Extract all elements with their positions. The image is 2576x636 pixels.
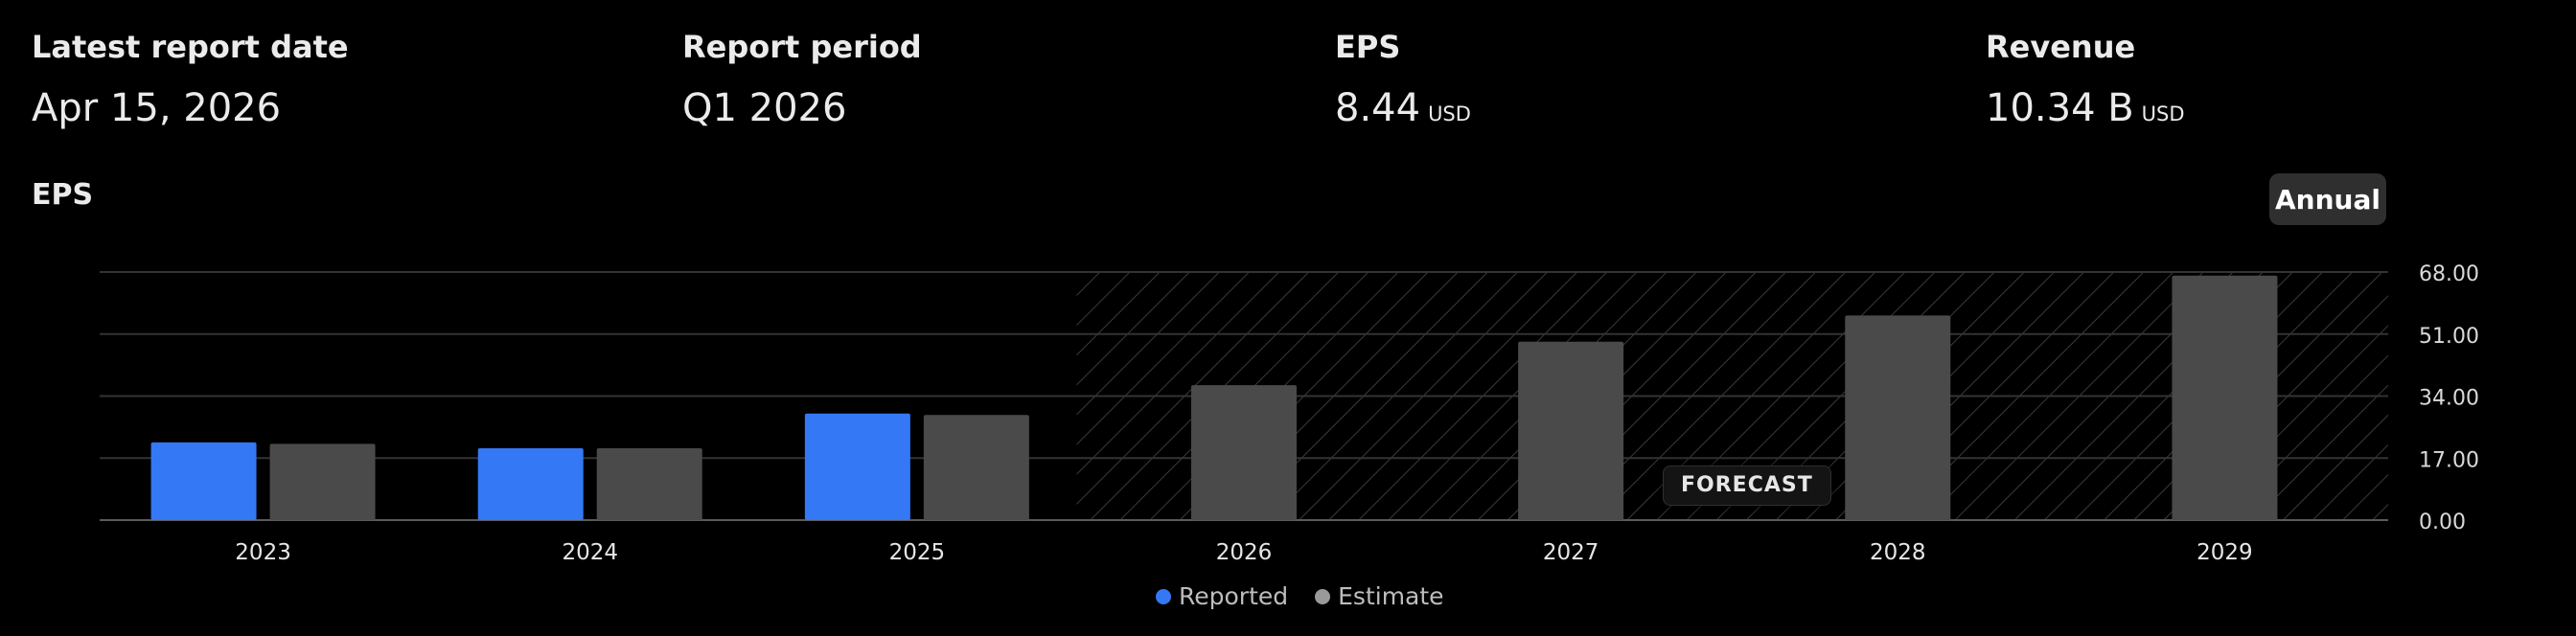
stat-value: Apr 15, 2026 [32,86,349,130]
stat-label: EPS [1335,29,1401,65]
stat-label: Revenue [1986,29,2136,65]
stat-report-period: Report period Q1 2026 [682,29,922,130]
y-tick-label: 17.00 [2419,448,2479,472]
chart-title: EPS [32,178,94,212]
bar-estimate-2027 [1518,341,1624,520]
stat-value-text: 10.34 B [1986,86,2134,130]
stat-unit: USD [2141,102,2185,125]
y-tick-label: 68.00 [2419,262,2479,286]
x-tick-label: 2029 [2196,540,2253,565]
bar-reported-2025 [804,413,910,520]
legend-label: Estimate [1338,582,1444,610]
stat-value: 8.44 USD [1335,86,1471,136]
stat-value-text: Q1 2026 [682,86,847,130]
x-tick-label: 2025 [889,540,946,565]
x-tick-label: 2028 [1870,540,1926,565]
bar-estimate-2025 [923,415,1029,520]
legend-dot-reported [1156,588,1171,604]
stat-value-text: Apr 15, 2026 [32,86,282,130]
chart-legend: Reported Estimate [1156,582,1471,610]
x-tick-label: 2027 [1543,540,1599,565]
bar-estimate-2023 [269,443,376,520]
stat-value: Q1 2026 [682,86,922,130]
stat-revenue: Revenue 10.34 B USD [1986,29,2185,136]
legend-item-estimate[interactable]: Estimate [1315,582,1444,610]
y-tick-label: 34.00 [2419,387,2479,411]
x-tick-label: 2023 [235,540,291,565]
stat-label: Report period [682,29,922,65]
legend-dot-estimate [1315,588,1331,604]
y-tick-label: 51.00 [2419,325,2479,349]
bar-estimate-2024 [596,447,702,520]
stat-latest-report-date: Latest report date Apr 15, 2026 [32,29,349,130]
stat-value-text: 8.44 [1335,86,1421,130]
bar-estimate-2026 [1191,385,1297,520]
x-tick-label: 2026 [1216,540,1273,565]
stat-eps: EPS 8.44 USD [1335,29,1471,136]
stat-unit: USD [1428,102,1471,125]
bar-estimate-2029 [2172,275,2278,520]
annual-toggle-button[interactable]: Annual [2269,173,2386,225]
y-tick-label: 0.00 [2419,511,2466,534]
stat-value: 10.34 B USD [1986,86,2185,136]
forecast-badge: FORECAST [1663,466,1831,506]
bar-reported-2023 [150,442,257,520]
bar-reported-2024 [477,447,584,520]
bar-estimate-2028 [1845,315,1951,520]
stat-label: Latest report date [32,29,349,65]
legend-item-reported[interactable]: Reported [1156,582,1288,610]
x-tick-label: 2024 [562,540,618,565]
legend-label: Reported [1179,582,1289,610]
